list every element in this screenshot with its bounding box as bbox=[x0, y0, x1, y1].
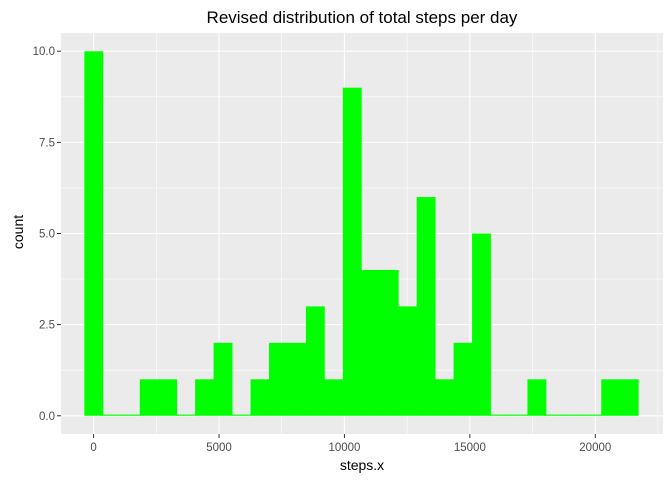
x-tick-label: 10000 bbox=[328, 442, 360, 454]
histogram-bar bbox=[435, 379, 455, 416]
y-tick-label: 10.0 bbox=[33, 46, 55, 58]
histogram-bar bbox=[582, 414, 602, 416]
y-tick-label: 0.0 bbox=[39, 411, 55, 423]
histogram-bar bbox=[84, 51, 104, 416]
histogram-bar bbox=[176, 414, 196, 416]
histogram-bar bbox=[379, 269, 399, 416]
histogram-bar bbox=[601, 379, 621, 416]
bars bbox=[84, 51, 639, 416]
histogram-bar bbox=[232, 414, 251, 416]
histogram-bar bbox=[490, 414, 510, 416]
histogram-bar bbox=[472, 233, 491, 416]
histogram-bar bbox=[564, 414, 584, 416]
histogram-bar bbox=[508, 414, 528, 416]
histogram-bar bbox=[453, 342, 473, 416]
histogram-bar bbox=[250, 379, 270, 416]
histogram-bar bbox=[619, 379, 639, 416]
x-axis-title: steps.x bbox=[340, 457, 384, 473]
histogram-bar bbox=[342, 87, 362, 416]
histogram-bar bbox=[102, 414, 122, 416]
histogram-bar bbox=[361, 269, 381, 416]
x-tick-label: 5000 bbox=[206, 442, 232, 454]
histogram-bar bbox=[527, 379, 547, 416]
histogram-bar bbox=[305, 306, 325, 416]
y-tick-label: 7.5 bbox=[39, 137, 55, 149]
histogram-bar bbox=[121, 414, 141, 416]
histogram-bar bbox=[416, 197, 436, 416]
histogram-bar bbox=[158, 379, 178, 416]
histogram-bar bbox=[268, 342, 288, 416]
x-tick-label: 15000 bbox=[454, 442, 486, 454]
x-tick-label: 20000 bbox=[579, 442, 611, 454]
y-tick-label: 2.5 bbox=[39, 320, 55, 332]
histogram-bar bbox=[287, 342, 307, 416]
y-tick-label: 5.0 bbox=[39, 229, 55, 241]
y-axis: 0.0 2.5 5.0 7.5 10.0 bbox=[33, 46, 61, 423]
histogram-bar bbox=[195, 379, 215, 416]
x-axis: 0 5000 10000 15000 20000 bbox=[90, 434, 611, 454]
histogram-bar bbox=[139, 379, 159, 416]
histogram-bar bbox=[545, 414, 565, 416]
histogram-bar bbox=[398, 306, 418, 416]
chart-title: Revised distribution of total steps per … bbox=[207, 8, 518, 27]
y-axis-title: count bbox=[10, 215, 26, 249]
histogram-bar bbox=[324, 379, 344, 416]
histogram-bar bbox=[213, 342, 233, 416]
x-tick-label: 0 bbox=[90, 442, 96, 454]
